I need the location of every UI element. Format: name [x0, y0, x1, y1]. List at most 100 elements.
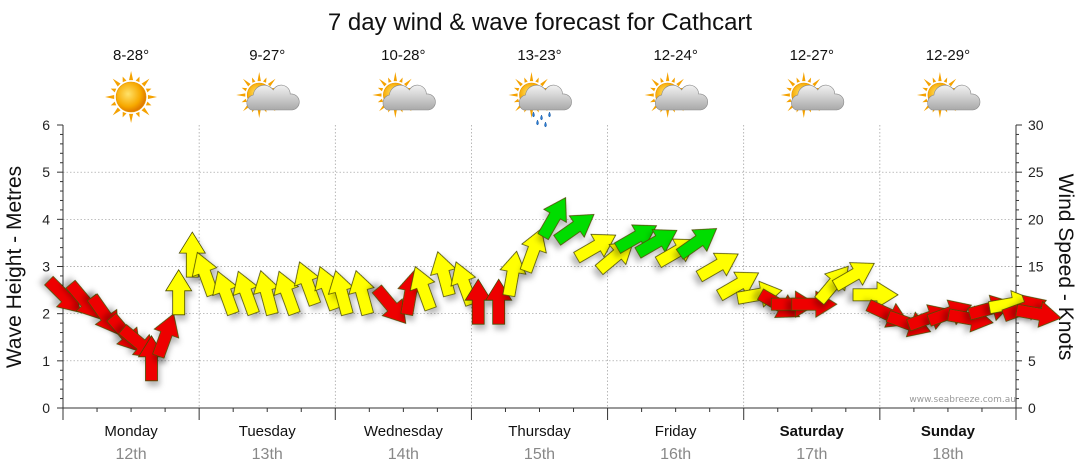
sun-ray [938, 72, 942, 82]
sun-ray [110, 101, 117, 106]
wind-arrow-point [573, 233, 617, 264]
wind-arrow-point [519, 228, 547, 274]
day-name-label: Monday [104, 423, 158, 440]
cloud-shape [518, 84, 572, 111]
left-tick-label: 6 [42, 117, 50, 133]
day-date-label: 12th [116, 446, 147, 463]
sun-ray [780, 93, 790, 97]
sun-ray [535, 77, 539, 83]
day-name-label: Thursday [508, 423, 571, 440]
sun-ray [393, 108, 398, 118]
sun-ray [388, 77, 392, 83]
showers-icon [508, 72, 572, 128]
sun-ray [267, 78, 276, 87]
sun-ray [147, 94, 158, 100]
sun-ray [145, 88, 152, 93]
sun-ray [938, 108, 942, 118]
sun-ray [404, 78, 412, 87]
sun-ray [922, 87, 928, 92]
wind-arrow-point [371, 284, 407, 324]
sun-ray [377, 98, 384, 103]
sun-ray [515, 78, 523, 87]
wind-arrow-point [348, 269, 375, 317]
right-tick-label: 15 [1028, 259, 1044, 275]
left-tick-label: 5 [42, 164, 50, 180]
rain-drop [536, 119, 539, 126]
sun-ray [665, 108, 670, 118]
sun-ray [948, 78, 957, 87]
sun-ray [787, 78, 796, 87]
right-tick-label: 5 [1028, 353, 1036, 369]
right-axis-ticks: 051015202530 [1028, 117, 1044, 416]
sun-ray [129, 71, 134, 81]
day-name-label: Saturday [780, 423, 845, 440]
wind-arrow-point [537, 196, 567, 241]
wind-arrow-point [152, 313, 180, 359]
sun-ray [236, 93, 246, 97]
sun-ray [377, 87, 384, 92]
sun-ray [671, 77, 675, 83]
sun-ray [135, 111, 140, 118]
wind-arrow-point [273, 270, 301, 317]
day-date-label: 18th [932, 446, 963, 463]
sun-ray [650, 87, 656, 92]
right-tick-label: 20 [1028, 211, 1044, 227]
sun-ray [122, 111, 127, 118]
sun-ray [812, 78, 821, 87]
sun-ray [141, 78, 150, 87]
left-tick-label: 3 [42, 259, 50, 275]
sun-ray [262, 77, 267, 83]
sun-ray [943, 77, 948, 83]
sun-ray [145, 101, 152, 106]
partly-cloudy-icon [236, 72, 300, 118]
sun-ray [110, 88, 117, 93]
left-axis-ticks: 0 1 2 3 4 5 6 [42, 117, 50, 416]
sun-ray [922, 98, 928, 103]
sun-ray [399, 77, 403, 83]
day-name-label: Tuesday [239, 423, 296, 440]
sun-ray [932, 77, 937, 83]
wind-arrow-point [695, 252, 739, 283]
sun-ray [393, 72, 398, 82]
sun-ray [665, 72, 670, 82]
cloud-shape [246, 84, 300, 111]
partly-cloudy-icon [372, 72, 436, 118]
sun-ray [660, 77, 664, 83]
wind-arrow-point [409, 265, 437, 312]
sun-ray [105, 94, 115, 100]
left-tick-label: 2 [42, 306, 50, 322]
day-temperature-label: 12-29° [926, 47, 970, 64]
sun-ray [802, 72, 806, 82]
credit-text: www.seabreeze.com.au [909, 395, 1016, 405]
sun-ray [802, 108, 806, 118]
sun-ray [650, 98, 656, 103]
right-tick-label: 25 [1028, 164, 1044, 180]
sun-ray [242, 78, 251, 87]
sunny-icon [105, 71, 158, 123]
day-temperature-label: 12-27° [790, 47, 834, 64]
sun-ray [796, 77, 801, 83]
weather-row: 8-28° 9-27° 10-28° 13-23° 12-24° 12-27° 12-29° [105, 47, 981, 128]
right-axis-title: Wind Speed - Knots [1054, 174, 1077, 361]
sun-ray [916, 93, 927, 97]
sun-ray [241, 87, 248, 92]
wind-arrow-point [675, 228, 718, 260]
wind-arrow-point [499, 250, 527, 298]
partly-cloudy-icon [644, 72, 709, 118]
sun-ray [257, 72, 261, 82]
partly-cloudy-icon [780, 72, 845, 118]
wind-arrow-point [634, 229, 678, 259]
left-tick-label: 1 [42, 353, 50, 369]
sun-ray [241, 98, 248, 103]
day-name-label: Wednesday [364, 423, 443, 440]
wind-arrow-point [164, 269, 193, 316]
sun-ray [676, 78, 684, 87]
sun-ray [257, 108, 261, 118]
sun-ray [529, 108, 534, 118]
day-date-label: 15th [524, 446, 555, 463]
day-date-label: 17th [796, 446, 827, 463]
sun-ray [540, 78, 548, 87]
wind-arrows [44, 196, 1062, 382]
sun-ray [112, 107, 121, 116]
chart-title: 7 day wind & wave forecast for Cathcart [328, 9, 753, 36]
